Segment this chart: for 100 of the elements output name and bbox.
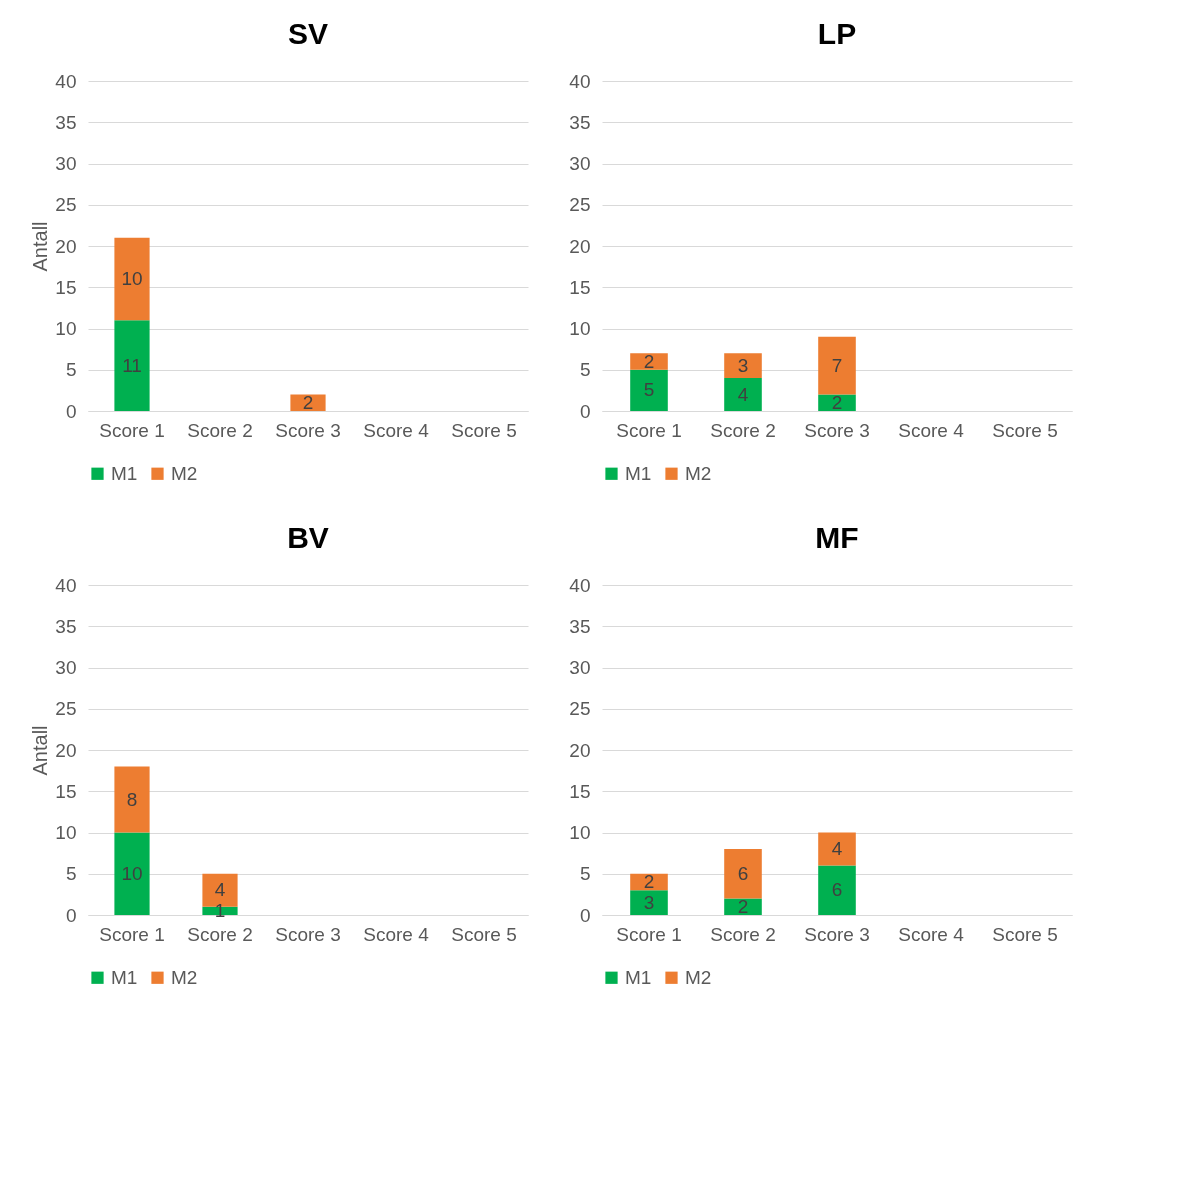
bar xyxy=(630,890,668,915)
x-tick-label: Score 4 xyxy=(898,419,965,441)
bar xyxy=(818,832,856,866)
y-tick-label: 40 xyxy=(569,574,591,596)
bar xyxy=(114,237,150,321)
x-tick-label: Score 5 xyxy=(992,419,1058,441)
y-tick-label: 10 xyxy=(569,822,591,843)
data-label: 8 xyxy=(126,788,138,810)
y-tick-label: 35 xyxy=(55,615,77,637)
y-tick-label: 20 xyxy=(569,235,591,257)
data-label: 6 xyxy=(737,862,749,884)
legend-label: M1 xyxy=(111,462,138,484)
bar xyxy=(114,320,150,411)
y-tick-label: 15 xyxy=(55,276,77,298)
data-label: 11 xyxy=(122,354,142,376)
y-tick-label: 30 xyxy=(569,153,591,174)
x-tick-label: Score 3 xyxy=(275,923,341,945)
y-tick-label: 0 xyxy=(579,400,591,422)
x-tick-label: Score 3 xyxy=(275,419,341,441)
y-tick-label: 0 xyxy=(65,904,77,926)
x-tick-label: Score 1 xyxy=(616,419,682,441)
x-tick-label: Score 2 xyxy=(187,923,253,945)
y-tick-label: 20 xyxy=(569,739,591,761)
legend-label: M1 xyxy=(111,966,138,988)
y-tick-label: 5 xyxy=(65,863,77,885)
data-label: 5 xyxy=(643,379,655,401)
y-tick-label: 0 xyxy=(579,904,591,926)
y-tick-label: 10 xyxy=(55,318,77,339)
y-tick-label: 5 xyxy=(65,359,77,381)
x-tick-label: Score 4 xyxy=(363,923,430,945)
y-tick-label: 40 xyxy=(55,574,77,596)
chart-title: MF xyxy=(815,521,859,554)
chart-title: BV xyxy=(287,521,329,554)
y-tick-label: 25 xyxy=(55,698,77,720)
data-label: 2 xyxy=(643,871,655,892)
data-label: 2 xyxy=(302,391,314,413)
data-label: 3 xyxy=(737,354,749,376)
bar xyxy=(630,369,668,411)
x-tick-label: Score 3 xyxy=(804,419,870,441)
y-tick-label: 10 xyxy=(55,822,77,843)
data-label: 4 xyxy=(831,838,843,859)
x-tick-label: Score 4 xyxy=(898,923,965,945)
x-tick-label: Score 5 xyxy=(992,923,1058,945)
y-tick-label: 15 xyxy=(569,780,591,802)
y-tick-label: 10 xyxy=(569,318,591,339)
data-label: 3 xyxy=(643,891,655,913)
bar xyxy=(630,353,668,370)
bar xyxy=(818,865,856,915)
y-tick-label: 20 xyxy=(55,235,77,257)
x-tick-label: Score 2 xyxy=(710,419,776,441)
x-tick-label: Score 2 xyxy=(187,419,253,441)
data-label: 4 xyxy=(737,383,749,405)
x-tick-label: Score 4 xyxy=(363,419,430,441)
data-label: 10 xyxy=(121,862,143,884)
x-tick-label: Score 2 xyxy=(710,923,776,945)
y-tick-label: 35 xyxy=(569,615,591,637)
bar xyxy=(114,766,150,833)
chart-title: LP xyxy=(817,17,857,50)
y-tick-label: 35 xyxy=(569,111,591,133)
data-label: 2 xyxy=(737,895,749,917)
y-tick-label: 30 xyxy=(55,153,77,174)
y-tick-label: 15 xyxy=(55,780,77,802)
legend-label: M1 xyxy=(625,462,652,484)
bar xyxy=(114,832,150,915)
y-axis-title: Antall xyxy=(29,725,52,776)
y-tick-label: 20 xyxy=(55,739,77,761)
x-tick-label: Score 1 xyxy=(99,923,165,945)
data-label: 2 xyxy=(831,391,843,413)
legend-label: M1 xyxy=(625,966,652,988)
data-label: 4 xyxy=(214,879,226,901)
data-label: 10 xyxy=(121,268,143,289)
y-tick-label: 25 xyxy=(569,698,591,720)
legend-label: M2 xyxy=(685,966,712,988)
y-tick-label: 25 xyxy=(569,194,591,216)
y-tick-label: 35 xyxy=(55,111,77,133)
y-tick-label: 15 xyxy=(569,276,591,298)
data-label: 6 xyxy=(831,879,843,901)
legend-label: M2 xyxy=(685,462,712,484)
data-label: 7 xyxy=(831,354,843,376)
y-tick-label: 5 xyxy=(579,863,591,885)
legend-label: M2 xyxy=(171,462,198,484)
y-tick-label: 40 xyxy=(569,70,591,92)
bar xyxy=(202,906,238,915)
y-tick-label: 30 xyxy=(569,657,591,678)
x-tick-label: Score 3 xyxy=(804,923,870,945)
y-tick-label: 5 xyxy=(579,359,591,381)
y-tick-label: 0 xyxy=(65,400,77,422)
y-axis-title: Antall xyxy=(29,221,52,272)
bar xyxy=(724,353,762,378)
x-tick-label: Score 5 xyxy=(451,419,517,441)
y-tick-label: 40 xyxy=(55,70,77,92)
legend-label: M2 xyxy=(171,966,198,988)
bar xyxy=(724,378,762,411)
x-tick-label: Score 5 xyxy=(451,923,517,945)
bar xyxy=(724,849,762,899)
chart-title: SV xyxy=(287,17,329,50)
x-tick-label: Score 1 xyxy=(99,419,165,441)
y-tick-label: 30 xyxy=(55,657,77,678)
y-tick-label: 25 xyxy=(55,194,77,216)
bar xyxy=(818,336,856,395)
